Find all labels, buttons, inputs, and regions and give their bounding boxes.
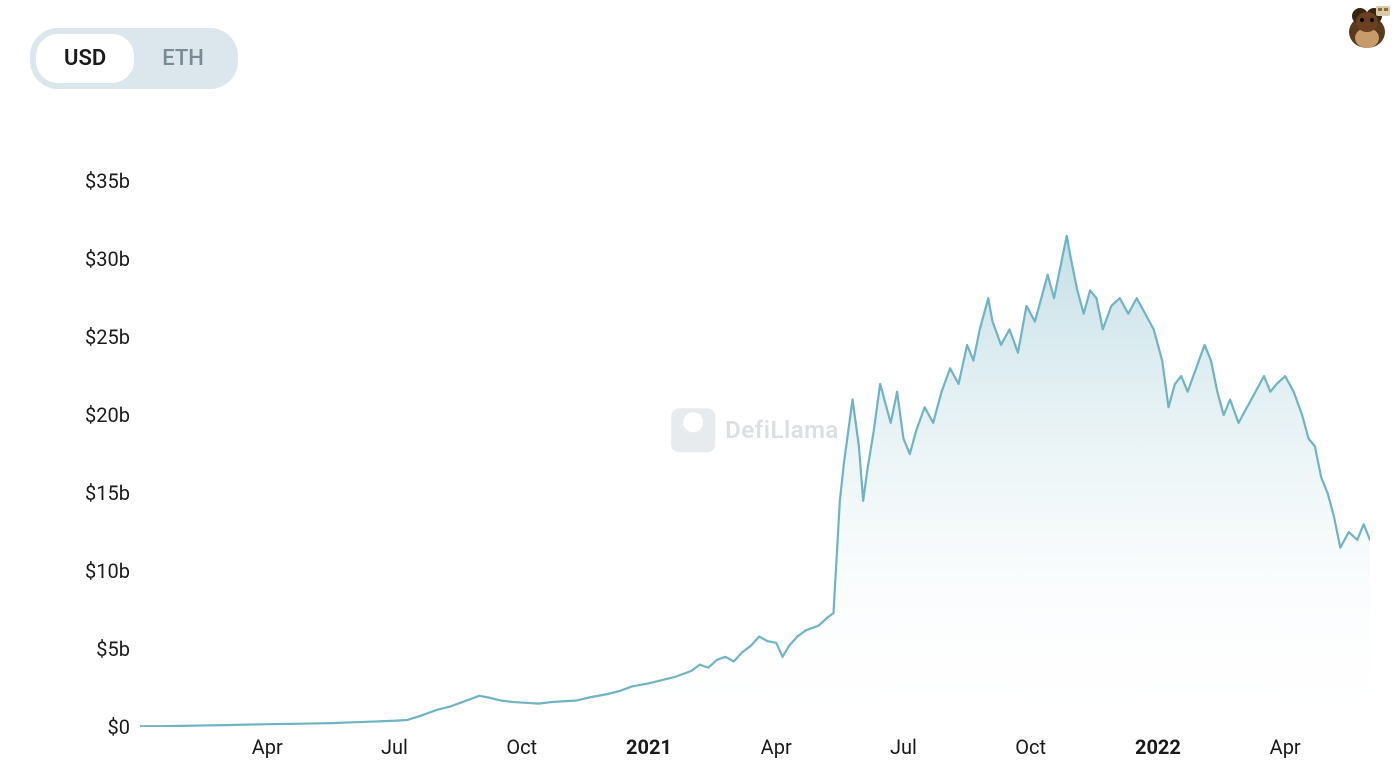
chart-plot-area[interactable]: DefiLlama — [140, 150, 1370, 727]
x-axis-tick-label: Oct — [506, 735, 537, 759]
y-axis-tick-label: $10b — [85, 559, 130, 583]
x-axis-tick-label: Apr — [761, 735, 792, 759]
x-axis-tick-label: Jul — [381, 735, 408, 759]
y-axis-tick-label: $5b — [96, 637, 130, 661]
mascot-icon — [1340, 0, 1394, 54]
x-axis-labels: Apr Jul Oct 2021 Apr Jul Oct 2022 Apr — [140, 727, 1370, 767]
y-axis-tick-label: $25b — [85, 325, 130, 349]
y-axis-tick-label: $35b — [85, 169, 130, 193]
chart-svg — [140, 150, 1370, 727]
x-axis-tick-label: 2022 — [1135, 735, 1181, 759]
x-axis-tick-label: Apr — [252, 735, 283, 759]
chart-container: $0$5b$10b$15b$20b$25b$30b$35b DefiLlama … — [30, 150, 1370, 767]
chart-area-fill — [140, 236, 1370, 727]
x-axis-tick-label: Oct — [1015, 735, 1046, 759]
toggle-usd[interactable]: USD — [36, 34, 134, 83]
x-axis-tick-label: 2021 — [626, 735, 672, 759]
y-axis-tick-label: $30b — [85, 247, 130, 271]
y-axis-tick-label: $15b — [85, 481, 130, 505]
x-axis-tick-label: Jul — [890, 735, 917, 759]
currency-toggle: USD ETH — [30, 28, 238, 89]
x-axis-tick-label: Apr — [1270, 735, 1301, 759]
toggle-eth[interactable]: ETH — [134, 34, 232, 83]
y-axis-tick-label: $20b — [85, 403, 130, 427]
y-axis-tick-label: $0 — [108, 715, 130, 739]
y-axis-labels: $0$5b$10b$15b$20b$25b$30b$35b — [30, 150, 140, 727]
